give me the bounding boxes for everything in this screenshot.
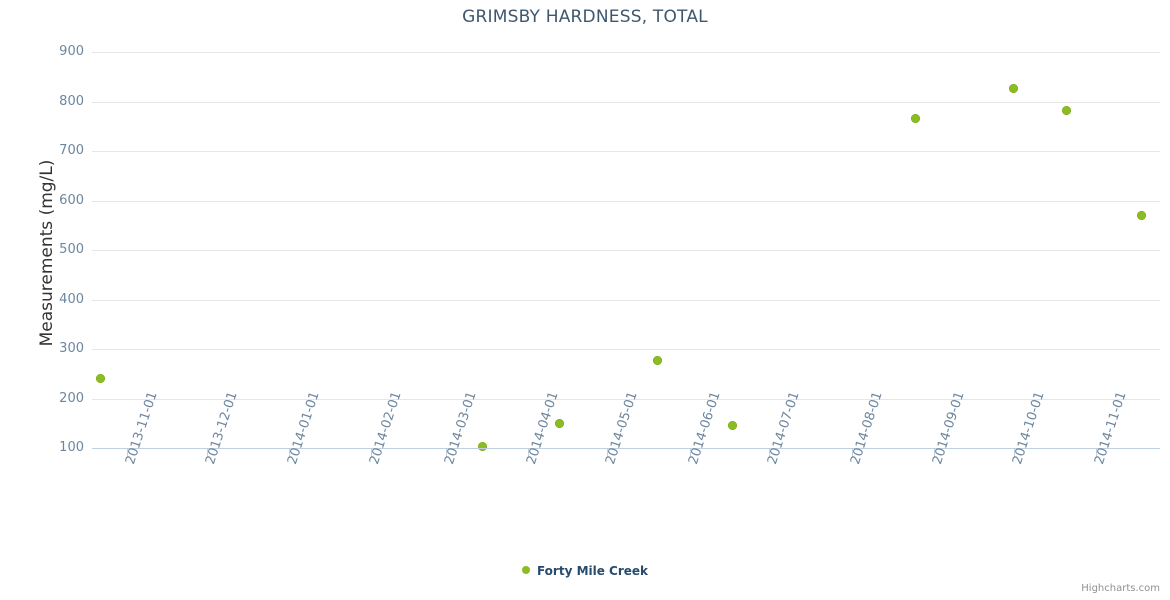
x-axis-tick-mark [769, 449, 771, 458]
data-point[interactable] [1009, 84, 1019, 94]
y-axis-labels: Measurements (mg/L) 900 800 700 600 500 400 30… [30, 0, 84, 600]
x-axis-tick-mark [607, 449, 609, 458]
y-gridline [92, 200, 1160, 202]
y-axis-tick-label: 200 [59, 390, 84, 406]
y-gridline [92, 299, 1160, 301]
chart-title: GRIMSBY HARDNESS, TOTAL [462, 7, 708, 27]
data-point[interactable] [95, 374, 105, 384]
data-point[interactable] [1136, 210, 1146, 220]
y-gridline [92, 52, 1160, 53]
x-axis-tick-mark [689, 449, 691, 458]
x-axis-tick-mark [371, 449, 373, 458]
y-axis-tick-label: 600 [59, 192, 84, 208]
data-point[interactable] [653, 355, 663, 365]
data-point[interactable] [555, 418, 565, 428]
legend-item-forty-mile-creek[interactable]: Forty Mile Creek [521, 563, 649, 578]
x-axis-tick-mark [445, 449, 447, 458]
y-axis-tick-label: 400 [59, 291, 84, 307]
x-axis-tick-mark [1095, 449, 1097, 458]
x-axis-tick-mark [527, 449, 529, 458]
y-axis-tick-label: 900 [59, 44, 84, 59]
x-axis-tick-mark [1013, 449, 1015, 458]
y-gridline [92, 101, 1160, 103]
y-gridline [92, 151, 1160, 152]
y-axis-tick-label: 800 [59, 93, 84, 109]
legend-marker-icon [521, 565, 530, 574]
data-point[interactable] [727, 420, 737, 430]
legend-label: Forty Mile Creek [536, 563, 649, 578]
x-axis-tick-mark [288, 449, 290, 458]
x-axis-tick-mark [206, 449, 208, 458]
y-gridline [92, 349, 1160, 350]
x-axis-tick-mark [934, 449, 935, 458]
y-axis-tick-label: 500 [59, 242, 84, 257]
data-point[interactable] [478, 441, 488, 451]
y-axis-tick-label: 700 [59, 143, 84, 158]
y-gridline [92, 398, 1160, 400]
y-axis-tick-label: 300 [59, 341, 84, 356]
data-point[interactable] [910, 114, 920, 124]
chart-legend: Forty Mile Creek [0, 563, 1170, 578]
credits-label[interactable]: Highcharts.com [1081, 583, 1160, 594]
x-axis-tick-mark [851, 449, 853, 458]
x-axis-tick-mark [127, 449, 128, 458]
plot-area [92, 52, 1160, 451]
y-axis-tick-label: 100 [59, 440, 84, 455]
y-gridline [92, 250, 1160, 251]
data-point[interactable] [1062, 105, 1072, 115]
x-axis-line [92, 448, 1160, 449]
